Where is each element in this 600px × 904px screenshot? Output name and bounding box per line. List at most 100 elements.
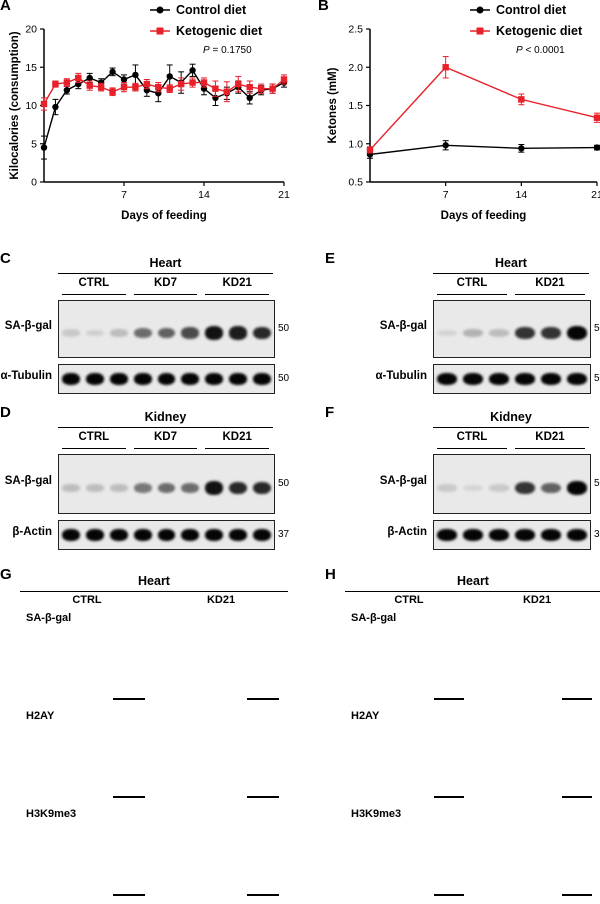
p-value: P = 0.1750 [203,45,252,56]
blot-row-label: α-Tubulin [0,370,52,382]
blot-band [489,484,509,492]
group-line [205,448,269,449]
blot-row-label: SA-β-gal [379,320,427,332]
data-point [75,74,82,82]
scale-bar [113,796,145,798]
blot-band [109,373,128,385]
data-point [63,87,71,94]
scale-bar [247,796,279,798]
histology-tile [154,610,288,708]
blot-band [205,326,224,340]
title-underline [58,427,273,428]
group-line [515,294,585,295]
panel-label-b: B [318,0,329,14]
data-point [52,80,59,88]
data-point [86,82,93,89]
legend-label: Control diet [496,3,567,17]
blot-band [567,326,587,340]
y-tick-label: 20 [25,24,37,36]
group-line [62,294,126,295]
y-axis-title: Kilocalories (consumption) [9,31,21,179]
molecular-weight: 50 [594,373,600,384]
blot-band [489,529,509,541]
p-value: P < 0.0001 [516,45,565,56]
blot-band [85,373,104,385]
data-point [257,85,265,92]
data-point [212,85,219,92]
histology-row-label: H3K9me3 [348,808,405,820]
scale-bar [113,698,145,700]
blot-row-label: α-Tubulin [375,370,427,382]
blot-band [515,326,535,340]
data-point [246,94,253,102]
group-line [205,294,269,295]
x-tick-label: 14 [515,189,527,201]
legend-marker [476,27,484,35]
blot-band [85,484,104,492]
histology-title: Heart [457,574,489,588]
group-line [133,448,198,449]
blot-band [133,483,152,493]
scale-bar [247,894,279,896]
blot-strip [58,300,275,358]
blot-strip [433,520,591,550]
scale-bar [434,698,464,700]
panel-label-c: C [0,250,11,267]
histology-row-label: SA-β-gal [348,612,400,624]
blot-band [489,373,509,385]
blot-band [133,327,152,339]
histology-row-label: H2AY [348,710,383,722]
chart-a: 0 5 10 15 20 7 14 21 Days of feeding Kilocalories… [9,3,290,222]
title-underline [58,273,273,274]
blot-band [157,373,176,385]
blot-row-label: SA-β-gal [379,475,427,487]
blot-band [437,484,457,492]
panel-label-d: D [0,404,11,421]
group-line [515,448,585,449]
blot-band [229,529,248,541]
data-point [593,114,600,121]
blot-band [515,373,535,385]
molecular-weight: 50 [278,478,290,489]
blot-band [133,373,152,385]
data-point [155,83,162,91]
x-tick-label: 7 [121,189,127,201]
blot-band [437,373,457,385]
panel-label-g: G [0,566,12,583]
y-tick-label: 0.5 [348,177,363,189]
x-tick-label: 14 [198,189,210,201]
blot-strip [58,364,275,394]
data-point [120,83,128,91]
data-point [86,74,93,82]
blot-row-label: SA-β-gal [4,475,52,487]
series-line [43,77,285,105]
group-label: KD7 [153,431,177,443]
blot-band [489,329,509,337]
histology-tile [154,806,288,904]
blot-band [253,326,271,340]
blot-band [205,373,224,385]
histology-tile: H2AY [345,708,473,806]
legend-marker [156,6,164,14]
data-point [120,76,128,83]
x-axis-title: Days of feeding [121,210,207,222]
y-tick-label: 2.5 [348,24,363,36]
data-point [177,80,185,88]
data-point [143,80,151,88]
data-point [269,85,276,92]
group-label: CTRL [78,277,110,289]
blot-band [181,529,200,541]
data-point [200,79,208,86]
blot-band [205,529,224,541]
blot-band [463,529,483,541]
molecular-weight: 50 [594,478,600,489]
data-point [442,142,449,149]
blot-band [229,326,248,340]
data-point [280,76,288,83]
blot-band [181,482,200,494]
column-label: KD21 [522,594,552,606]
histology-row-label: SA-β-gal [23,612,75,624]
blot-band [437,529,457,541]
series-line [369,144,598,156]
blot-band [181,327,200,339]
